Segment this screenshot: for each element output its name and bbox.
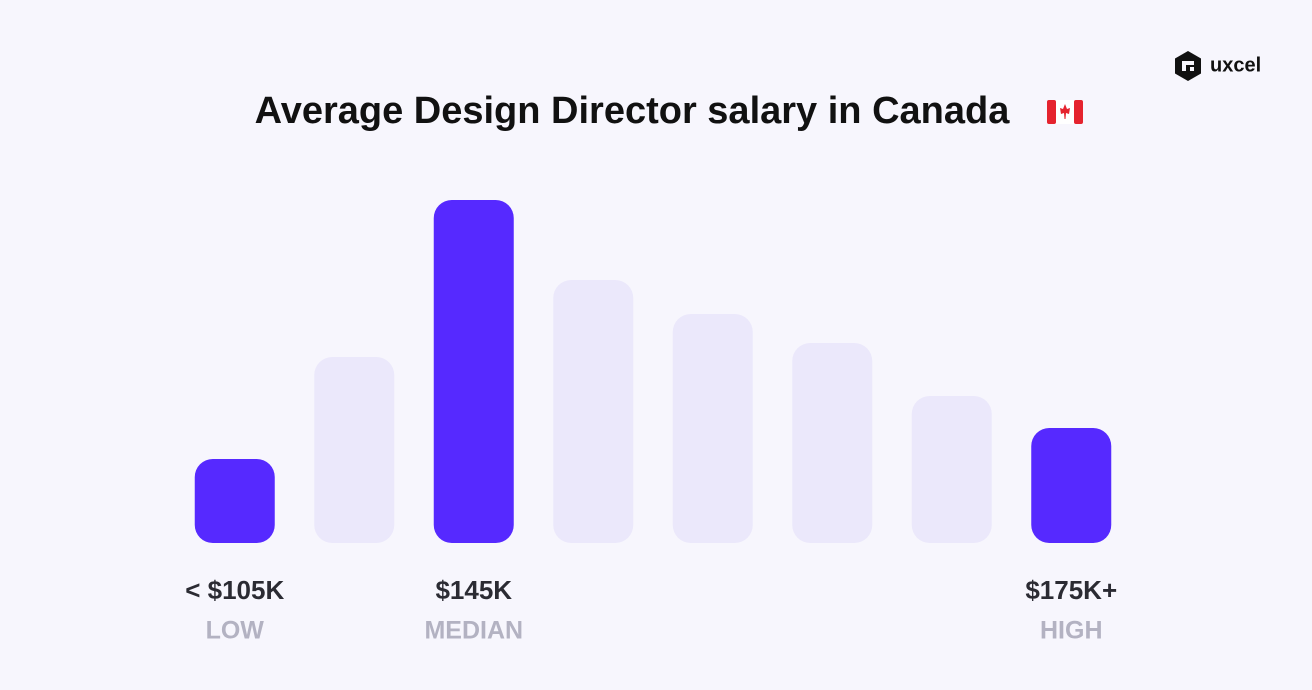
logo-icon-detail <box>1182 61 1194 71</box>
x-tick-label: $175K+ <box>1025 575 1117 605</box>
bar <box>1031 428 1112 543</box>
bar <box>314 357 395 543</box>
x-sublabel: HIGH <box>1040 617 1103 645</box>
logo: uxcel <box>1175 51 1261 81</box>
bar <box>433 200 514 543</box>
x-sublabel: LOW <box>206 617 265 645</box>
logo-icon <box>1175 51 1201 81</box>
bar <box>792 343 873 543</box>
bar <box>911 396 992 543</box>
bar <box>553 280 634 543</box>
flag-leaf <box>1060 104 1070 119</box>
bar <box>194 459 275 543</box>
bar <box>672 314 753 543</box>
flag <box>1047 100 1083 124</box>
x-sublabel: MEDIAN <box>424 617 523 645</box>
x-tick-label: $145K <box>435 575 512 605</box>
logo-text: uxcel <box>1210 54 1261 76</box>
flag-band <box>1047 100 1056 124</box>
x-tick-label: < $105K <box>185 575 284 605</box>
chart-title: Average Design Director salary in Canada <box>255 90 1011 132</box>
flag-band <box>1074 100 1083 124</box>
